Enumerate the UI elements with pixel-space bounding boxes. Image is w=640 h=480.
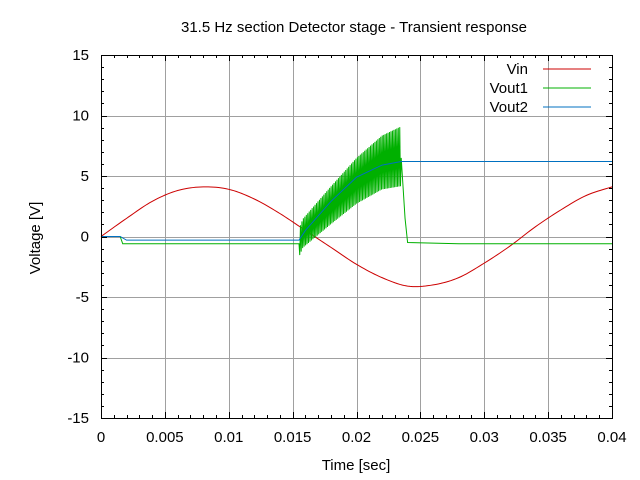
ticks: [101, 55, 613, 419]
series-line-vout1: [101, 127, 612, 256]
x-tick-label: 0.02: [342, 429, 371, 446]
x-tick-label: 0.025: [402, 429, 440, 446]
chart-title: 31.5 Hz section Detector stage - Transie…: [181, 19, 527, 36]
x-tick-label: 0.005: [146, 429, 184, 446]
x-tick-label: 0.04: [597, 429, 626, 446]
x-tick-label: 0: [97, 429, 105, 446]
x-tick-label: 0.03: [470, 429, 499, 446]
legend-label: Vin: [507, 61, 528, 78]
y-tick-labels: -15 -10 -5 0 5 10 15: [67, 47, 89, 427]
series-layer: [100, 127, 613, 288]
legend-label: Vout2: [490, 99, 528, 116]
x-axis-title: Time [sec]: [322, 457, 391, 474]
y-tick-label: 15: [72, 47, 89, 64]
x-tick-labels: 0 0.005 0.01 0.015 0.02 0.025 0.03 0.035 0.04: [97, 429, 627, 446]
legend-label: Vout1: [490, 80, 528, 97]
y-tick-label: 0: [81, 229, 89, 246]
y-tick-label: -10: [67, 350, 89, 367]
y-tick-label: -15: [67, 410, 89, 427]
grid: [101, 55, 612, 418]
y-tick-label: 10: [72, 108, 89, 125]
y-tick-label: -5: [76, 289, 89, 306]
x-tick-label: 0.015: [274, 429, 312, 446]
legend: Vin Vout1 Vout2: [490, 61, 591, 116]
y-tick-label: 5: [81, 168, 89, 185]
x-tick-label: 0.035: [529, 429, 567, 446]
series-line-vin: [100, 186, 613, 288]
y-axis-title: Voltage [V]: [27, 202, 44, 275]
x-tick-label: 0.01: [214, 429, 243, 446]
series-line-vout2: [101, 160, 612, 241]
